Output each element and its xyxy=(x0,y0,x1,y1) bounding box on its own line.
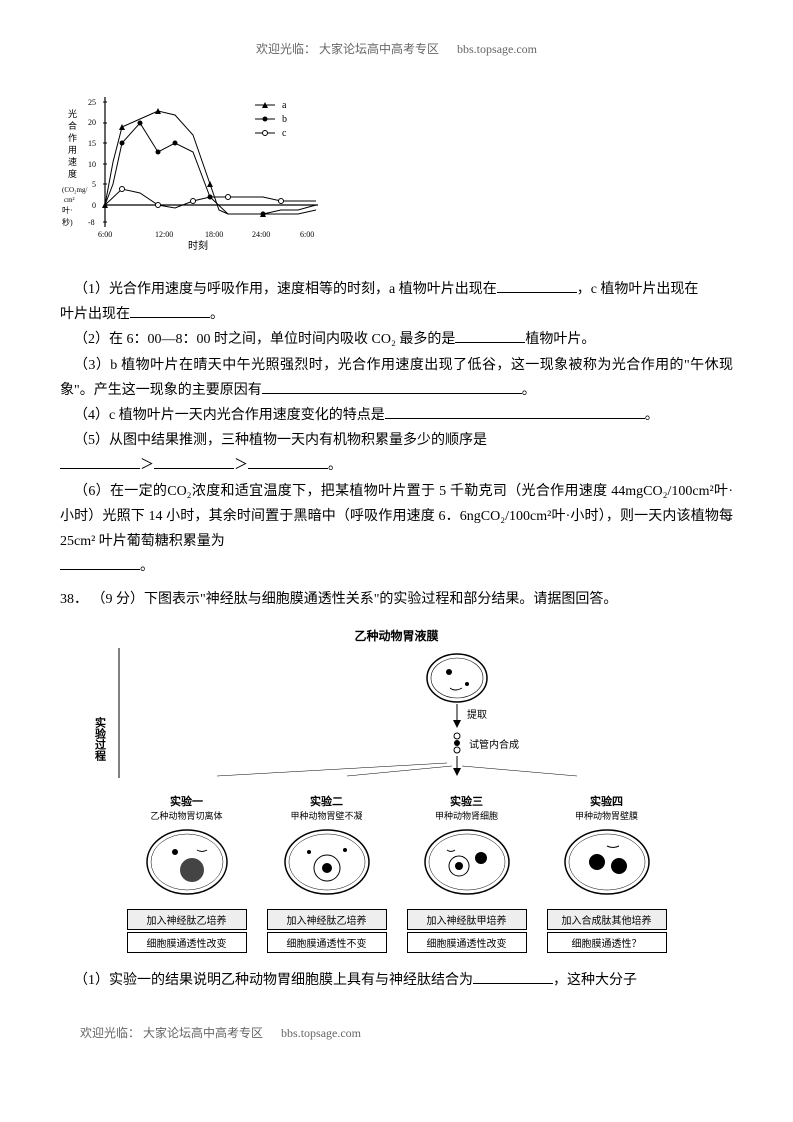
exp-cell-1: 实验一 乙种动物胃切离体 加入神经肽乙培养 细胞膜通透性改变 xyxy=(127,793,247,953)
blank xyxy=(455,328,525,343)
side-label: 实验过程 xyxy=(92,717,108,761)
header-url: bbs.topsage.com xyxy=(457,42,537,56)
q38s-p1: （1）实验一的结果说明乙种动物胃细胞膜上具有与神经肽结合为 xyxy=(74,973,473,988)
cell-result: 细胞膜通透性改变 xyxy=(407,932,527,953)
page-header: 欢迎光临： 大家论坛高中高考专区 bbs.topsage.com xyxy=(60,40,733,57)
cell-sub: 甲种动物胃壁膜 xyxy=(547,809,667,822)
photosynthesis-chart: 光 合 作 用 速 度 (CO₂mg/ cm² 叶· 秒) 25 20 15 1… xyxy=(60,77,340,257)
blank xyxy=(385,404,645,419)
q1-p3: 。 xyxy=(210,307,224,322)
svg-text:b: b xyxy=(282,114,287,125)
q38-points: （9 分） xyxy=(92,592,145,607)
blank xyxy=(130,303,210,318)
x-ticks: 6:00 12:00 18:00 24:00 6:00 xyxy=(98,230,314,239)
chart-legend: a b c xyxy=(255,100,287,139)
cell-result: 细胞膜通透性改变 xyxy=(127,932,247,953)
x-axis-label: 时刻 xyxy=(188,239,208,252)
q2-p1: （2）在 6：00—8：00 时之间，单位时间内吸收 CO₂ 最多的是 xyxy=(74,332,455,347)
header-site: 大家论坛高中高考专区 xyxy=(319,42,439,56)
cell-sub: 甲种动物肾细胞 xyxy=(407,809,527,822)
footer-site: 大家论坛高中高考专区 xyxy=(143,1026,263,1040)
q1-p2: ，c 植物叶片出现在 xyxy=(577,282,699,297)
footer-url: bbs.topsage.com xyxy=(281,1026,361,1040)
fig2-mid1: 提取 xyxy=(467,709,487,721)
page-footer: 欢迎光临： 大家论坛高中高考专区 bbs.topsage.com xyxy=(60,1024,733,1041)
q1-p1: （1）光合作用速度与呼吸作用，速度相等的时刻，a 植物叶片出现在 xyxy=(74,282,497,297)
gt2: ＞ xyxy=(234,458,248,473)
svg-text:c: c xyxy=(282,128,287,139)
svg-text:作: 作 xyxy=(68,132,77,143)
q6-p2: 。 xyxy=(140,559,154,574)
cell-title: 实验四 xyxy=(547,793,667,809)
q38-intro: 下图表示"神经肽与细胞膜通透性关系"的实验过程和部分结果。请据图回答。 xyxy=(144,592,617,607)
exp-cell-4: 实验四 甲种动物胃壁膜 加入合成肽其他培养 细胞膜通透性？ xyxy=(547,793,667,953)
svg-text:10: 10 xyxy=(88,160,96,169)
svg-text:-8: -8 xyxy=(88,218,95,227)
q38-label: 38． xyxy=(60,592,88,607)
cell-row: 实验一 乙种动物胃切离体 加入神经肽乙培养 细胞膜通透性改变 实验二 甲种动物胃… xyxy=(117,793,677,953)
q5: （5）从图中结果推测，三种植物一天内有机物积累量多少的顺序是 xyxy=(74,433,487,448)
q38-sub-block: （1）实验一的结果说明乙种动物胃细胞膜上具有与神经肽结合为 ，这种大分子 xyxy=(60,968,733,993)
q38s-p2: ，这种大分子 xyxy=(553,973,637,988)
cell-sub: 甲种动物胃壁不凝 xyxy=(267,809,387,822)
footer-welcome: 欢迎光临： xyxy=(80,1026,140,1040)
exp-cell-2: 实验二 甲种动物胃壁不凝 加入神经肽乙培养 细胞膜通透性不变 xyxy=(267,793,387,953)
blank xyxy=(262,379,522,394)
q3-p2: 。 xyxy=(522,383,536,398)
svg-text:20: 20 xyxy=(88,118,96,127)
y-axis-label: 光 xyxy=(68,108,77,119)
fig2-mid2: 试管内合成 xyxy=(469,738,519,751)
svg-text:25: 25 xyxy=(88,98,96,107)
q5-end: 。 xyxy=(328,458,342,473)
svg-text:速: 速 xyxy=(68,157,77,167)
blank xyxy=(60,454,140,469)
exp-cell-3: 实验三 甲种动物肾细胞 加入神经肽甲培养 细胞膜通透性改变 xyxy=(407,793,527,953)
q4-p1: （4）c 植物叶片一天内光合作用速度变化的特点是 xyxy=(74,408,385,423)
cell-add: 加入合成肽其他培养 xyxy=(547,909,667,930)
gt1: ＞ xyxy=(140,458,154,473)
cell-title: 实验一 xyxy=(127,793,247,809)
svg-text:12:00: 12:00 xyxy=(155,230,173,239)
q4-p2: 。 xyxy=(645,408,659,423)
svg-text:叶·: 叶· xyxy=(62,206,73,215)
svg-text:6:00: 6:00 xyxy=(98,230,112,239)
blank xyxy=(473,969,553,984)
blank xyxy=(60,555,140,570)
questions-block: （1）光合作用速度与呼吸作用，速度相等的时刻，a 植物叶片出现在 ，c 植物叶片出… xyxy=(60,277,733,579)
fig2-top-label: 乙种动物胃液膜 xyxy=(117,627,677,644)
cell-result: 细胞膜通透性？ xyxy=(547,932,667,953)
top-cell-diagram: 提取 试管内合成 xyxy=(117,648,677,778)
blank xyxy=(248,454,328,469)
cell-title: 实验三 xyxy=(407,793,527,809)
svg-text:a: a xyxy=(282,100,287,111)
cell-add: 加入神经肽甲培养 xyxy=(407,909,527,930)
svg-text:18:00: 18:00 xyxy=(205,230,223,239)
svg-text:度: 度 xyxy=(68,168,77,179)
svg-text:合: 合 xyxy=(68,120,77,131)
svg-text:6:00: 6:00 xyxy=(300,230,314,239)
experiment-figure: 实验过程 乙种动物胃液膜 提取 试管内合成 xyxy=(117,627,677,953)
q2-p2: 植物叶片。 xyxy=(525,332,595,347)
svg-text:5: 5 xyxy=(92,180,96,189)
cell-result: 细胞膜通透性不变 xyxy=(267,932,387,953)
svg-text:秒): 秒) xyxy=(62,217,73,227)
cell-sub: 乙种动物胃切离体 xyxy=(127,809,247,822)
header-welcome: 欢迎光临： xyxy=(256,42,316,56)
svg-text:0: 0 xyxy=(92,201,96,210)
svg-text:(CO₂mg/: (CO₂mg/ xyxy=(62,186,87,194)
svg-text:用: 用 xyxy=(68,145,77,155)
svg-text:24:00: 24:00 xyxy=(252,230,270,239)
cell-add: 加入神经肽乙培养 xyxy=(267,909,387,930)
blank xyxy=(497,278,577,293)
cell-title: 实验二 xyxy=(267,793,387,809)
svg-text:cm²: cm² xyxy=(64,196,75,204)
svg-text:15: 15 xyxy=(88,139,96,148)
q38-block: 38． （9 分）下图表示"神经肽与细胞膜通透性关系"的实验过程和部分结果。请据… xyxy=(60,587,733,612)
q6-p1: （6）在一定的CO₂浓度和适宜温度下，把某植物叶片置于 5 千勒克司（光合作用速… xyxy=(60,484,733,549)
cell-add: 加入神经肽乙培养 xyxy=(127,909,247,930)
blank xyxy=(154,454,234,469)
